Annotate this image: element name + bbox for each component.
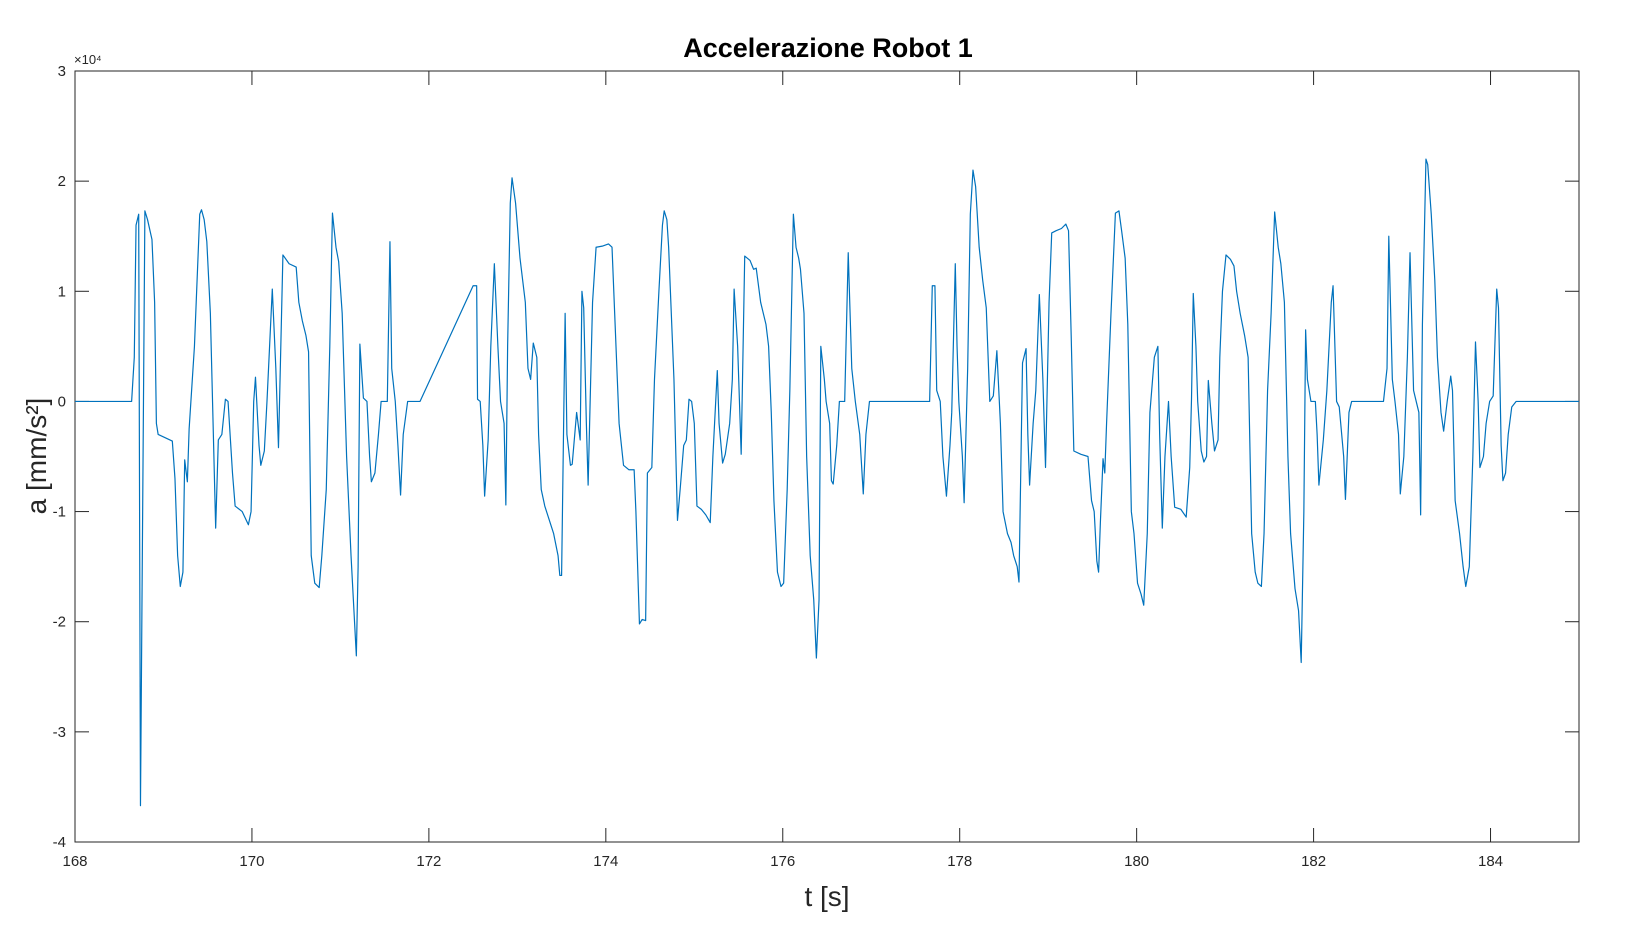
data-line <box>75 158 1579 807</box>
x-axis-label: t [s] <box>804 881 849 912</box>
x-tick-label: 172 <box>416 853 441 870</box>
y-tick-label: 1 <box>58 283 66 300</box>
plot-area <box>74 70 1580 843</box>
x-tick-label: 182 <box>1301 853 1326 870</box>
x-tick-label: 176 <box>770 853 795 870</box>
y-tick-label: 2 <box>58 173 66 190</box>
x-tick-label: 180 <box>1124 853 1149 870</box>
y-tick-label: -2 <box>53 614 66 631</box>
x-tick-label: 184 <box>1478 853 1503 870</box>
y-tick-label: -3 <box>53 724 66 741</box>
x-tick-label: 174 <box>593 853 618 870</box>
x-tick-label: 178 <box>947 853 972 870</box>
x-tick-label: 168 <box>62 853 87 870</box>
y-axis-label: a [mm/s²] <box>21 398 52 515</box>
y-tick-label: -1 <box>53 504 66 521</box>
y-tick-label: 3 <box>58 63 66 80</box>
y-exponent: ×10⁴ <box>74 52 102 67</box>
chart-title: Accelerazione Robot 1 <box>683 33 973 63</box>
x-tick-label: 170 <box>239 853 264 870</box>
y-tick-label: -4 <box>53 834 66 851</box>
y-tick-label: 0 <box>58 393 66 410</box>
